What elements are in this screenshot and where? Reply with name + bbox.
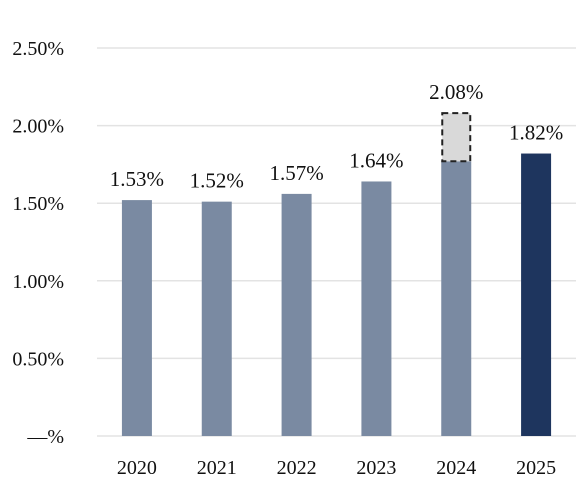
data-label-2020: 1.53% — [110, 167, 164, 191]
y-tick-label: 2.50% — [12, 38, 64, 60]
bar-2022 — [281, 193, 312, 436]
bar-extra-2024 — [441, 112, 472, 163]
x-tick-label: 2024 — [436, 457, 476, 479]
x-axis-tick-labels: 2020 2021 2022 2023 2024 2025 — [117, 457, 556, 479]
bar-2021 — [201, 201, 232, 436]
bar-2020 — [121, 200, 152, 436]
y-axis-tick-labels: —% 0.50% 1.00% 1.50% 2.00% 2.50% — [12, 38, 64, 448]
x-tick-label: 2022 — [277, 457, 317, 479]
y-tick-label: 1.50% — [12, 193, 64, 215]
data-label-2024: 2.08% — [429, 80, 483, 104]
y-tick-label: 1.00% — [12, 271, 64, 293]
y-tick-label: —% — [26, 426, 64, 448]
data-labels: 1.53% 1.52% 1.57% 1.64% 2.08% 1.82% — [110, 80, 563, 192]
bars — [121, 112, 552, 436]
y-tick-label: 2.00% — [12, 116, 64, 138]
y-tick-label: 0.50% — [12, 348, 64, 370]
grid-lines — [97, 47, 576, 437]
data-label-2022: 1.57% — [269, 161, 323, 185]
x-tick-label: 2023 — [356, 457, 396, 479]
x-tick-label: 2025 — [516, 457, 556, 479]
x-tick-label: 2021 — [197, 457, 237, 479]
data-label-2025: 1.82% — [509, 121, 563, 145]
x-tick-label: 2020 — [117, 457, 157, 479]
bar-2024 — [441, 161, 472, 436]
data-label-2021: 1.52% — [190, 169, 244, 193]
bar-2025 — [521, 153, 552, 436]
bar-2023 — [361, 181, 392, 436]
data-label-2023: 1.64% — [349, 148, 403, 172]
